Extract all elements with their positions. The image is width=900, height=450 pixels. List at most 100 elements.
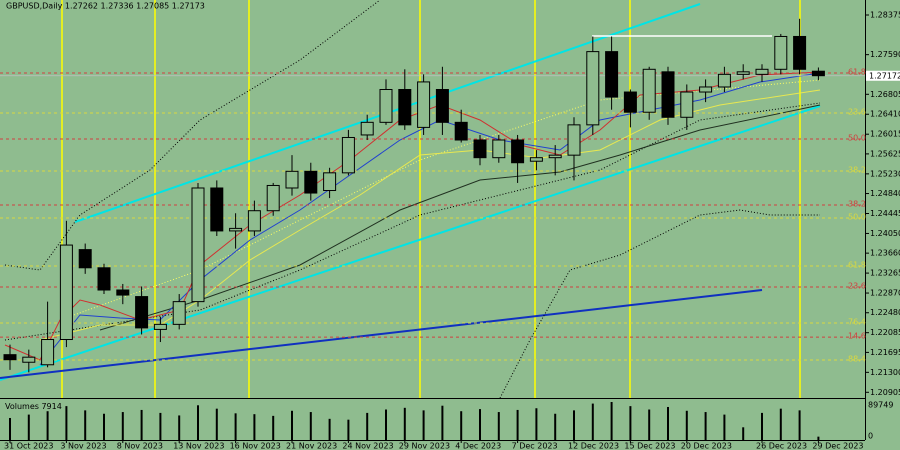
volume-tick-label: 0 bbox=[868, 432, 873, 441]
y-tick-label: 1.24840 bbox=[870, 189, 900, 198]
level-label: 23.6 bbox=[848, 107, 866, 116]
volume-label: Volumes bbox=[5, 402, 39, 411]
x-tick-label: 20 Dec 2023 bbox=[681, 442, 732, 450]
band-lower bbox=[499, 209, 820, 399]
y-tick-label: 1.26805 bbox=[870, 90, 900, 99]
y-tick-label: 1.28375 bbox=[870, 11, 900, 20]
candle-body bbox=[266, 184, 280, 212]
ma-slow bbox=[99, 104, 821, 331]
candle-body bbox=[247, 210, 261, 232]
level-label: 23.6 bbox=[848, 282, 866, 291]
candle-body bbox=[285, 170, 299, 189]
y-tick-label: 1.25230 bbox=[870, 169, 900, 178]
volume-tick-label: 89749 bbox=[868, 401, 893, 410]
x-tick-label: 15 Dec 2023 bbox=[624, 442, 675, 450]
x-tick-label: 7 Dec 2023 bbox=[512, 442, 558, 450]
y-tick-label: 1.22870 bbox=[870, 289, 900, 298]
x-tick-label: 16 Nov 2023 bbox=[230, 442, 281, 450]
y-tick-label: 1.22085 bbox=[870, 328, 900, 337]
chart-title: GBPUSD,Daily 1.27262 1.27336 1.27085 1.2… bbox=[6, 2, 205, 11]
candle-body bbox=[529, 157, 543, 162]
x-tick-label: 29 Nov 2023 bbox=[399, 442, 450, 450]
candle-body bbox=[605, 51, 619, 98]
band-upper bbox=[4, 0, 381, 271]
x-tick-label: 21 Nov 2023 bbox=[286, 442, 337, 450]
candle-body bbox=[435, 88, 449, 123]
candle-body bbox=[454, 121, 468, 141]
x-tick-label: 31 Oct 2023 bbox=[4, 442, 53, 450]
candle-body bbox=[59, 244, 73, 341]
candle-body bbox=[341, 136, 355, 174]
volume-title: Volumes 7914 bbox=[5, 402, 62, 411]
y-tick-label: 1.24050 bbox=[870, 229, 900, 238]
candle-body bbox=[97, 267, 111, 291]
candle-body bbox=[172, 301, 186, 325]
y-tick-label: 1.26015 bbox=[870, 130, 900, 139]
candle-body bbox=[417, 81, 431, 128]
y-tick-label: 1.20905 bbox=[870, 388, 900, 397]
candle-body bbox=[379, 88, 393, 123]
trend-line bbox=[0, 289, 763, 379]
x-tick-label: 26 Dec 2023 bbox=[756, 442, 807, 450]
x-tick-label: 29 Dec 2023 bbox=[812, 442, 863, 450]
y-tick-label: 1.22480 bbox=[870, 308, 900, 317]
x-tick-label: 13 Nov 2023 bbox=[173, 442, 224, 450]
candle-body bbox=[548, 154, 562, 159]
level-label: 50.0 bbox=[848, 133, 866, 142]
y-tick-label: 1.23660 bbox=[870, 249, 900, 258]
candle-body bbox=[586, 51, 600, 126]
candle-body bbox=[642, 68, 656, 113]
current-price-box bbox=[866, 70, 900, 81]
x-tick-label: 8 Nov 2023 bbox=[117, 442, 163, 450]
channel-lower bbox=[0, 105, 821, 381]
level-label: 14.6 bbox=[848, 332, 866, 341]
candle-body bbox=[22, 356, 36, 363]
candle-body bbox=[323, 172, 337, 192]
volume-last: 7914 bbox=[41, 402, 61, 411]
candle-body bbox=[3, 354, 17, 361]
level-label: 38.2 bbox=[848, 166, 866, 175]
candle-body bbox=[567, 124, 581, 156]
y-tick-label: 1.26410 bbox=[870, 110, 900, 119]
candle-body bbox=[774, 35, 788, 70]
x-tick-label: 3 Nov 2023 bbox=[60, 442, 106, 450]
level-label: 50.0 bbox=[848, 212, 866, 221]
candle-body bbox=[492, 139, 506, 159]
candle-body bbox=[473, 139, 487, 159]
candle-body bbox=[717, 73, 731, 88]
ma-yellow bbox=[39, 89, 821, 341]
candle-body bbox=[736, 71, 750, 75]
candle-body bbox=[304, 170, 318, 194]
level-label: 76.4 bbox=[848, 317, 866, 326]
y-tick-label: 1.21695 bbox=[870, 348, 900, 357]
candle-body bbox=[360, 121, 374, 136]
candle-body bbox=[680, 91, 694, 118]
candle-body bbox=[511, 139, 525, 164]
y-tick-label: 1.24445 bbox=[870, 209, 900, 218]
level-label: 61.8 bbox=[848, 261, 866, 270]
candle-body bbox=[191, 187, 205, 303]
candle-body bbox=[699, 86, 713, 93]
level-label: 61.8 bbox=[848, 67, 866, 76]
candle-body bbox=[41, 339, 55, 366]
candle-body bbox=[116, 289, 130, 296]
y-tick-label: 1.23265 bbox=[870, 269, 900, 278]
y-tick-label: 1.21300 bbox=[870, 368, 900, 377]
x-tick-label: 24 Nov 2023 bbox=[342, 442, 393, 450]
candle-body bbox=[135, 296, 149, 329]
ma-dotted-yellow bbox=[59, 79, 821, 321]
x-tick-label: 12 Dec 2023 bbox=[568, 442, 619, 450]
x-tick-label: 4 Dec 2023 bbox=[455, 442, 501, 450]
candle-body bbox=[398, 88, 412, 126]
candle-body bbox=[755, 68, 769, 75]
level-label: 88.4 bbox=[848, 355, 866, 364]
indicators bbox=[0, 0, 821, 399]
candle-body bbox=[623, 91, 637, 113]
candle-body bbox=[210, 187, 224, 232]
candle-body bbox=[229, 227, 243, 232]
candle-body bbox=[153, 323, 167, 330]
y-tick-label: 1.27590 bbox=[870, 50, 900, 59]
